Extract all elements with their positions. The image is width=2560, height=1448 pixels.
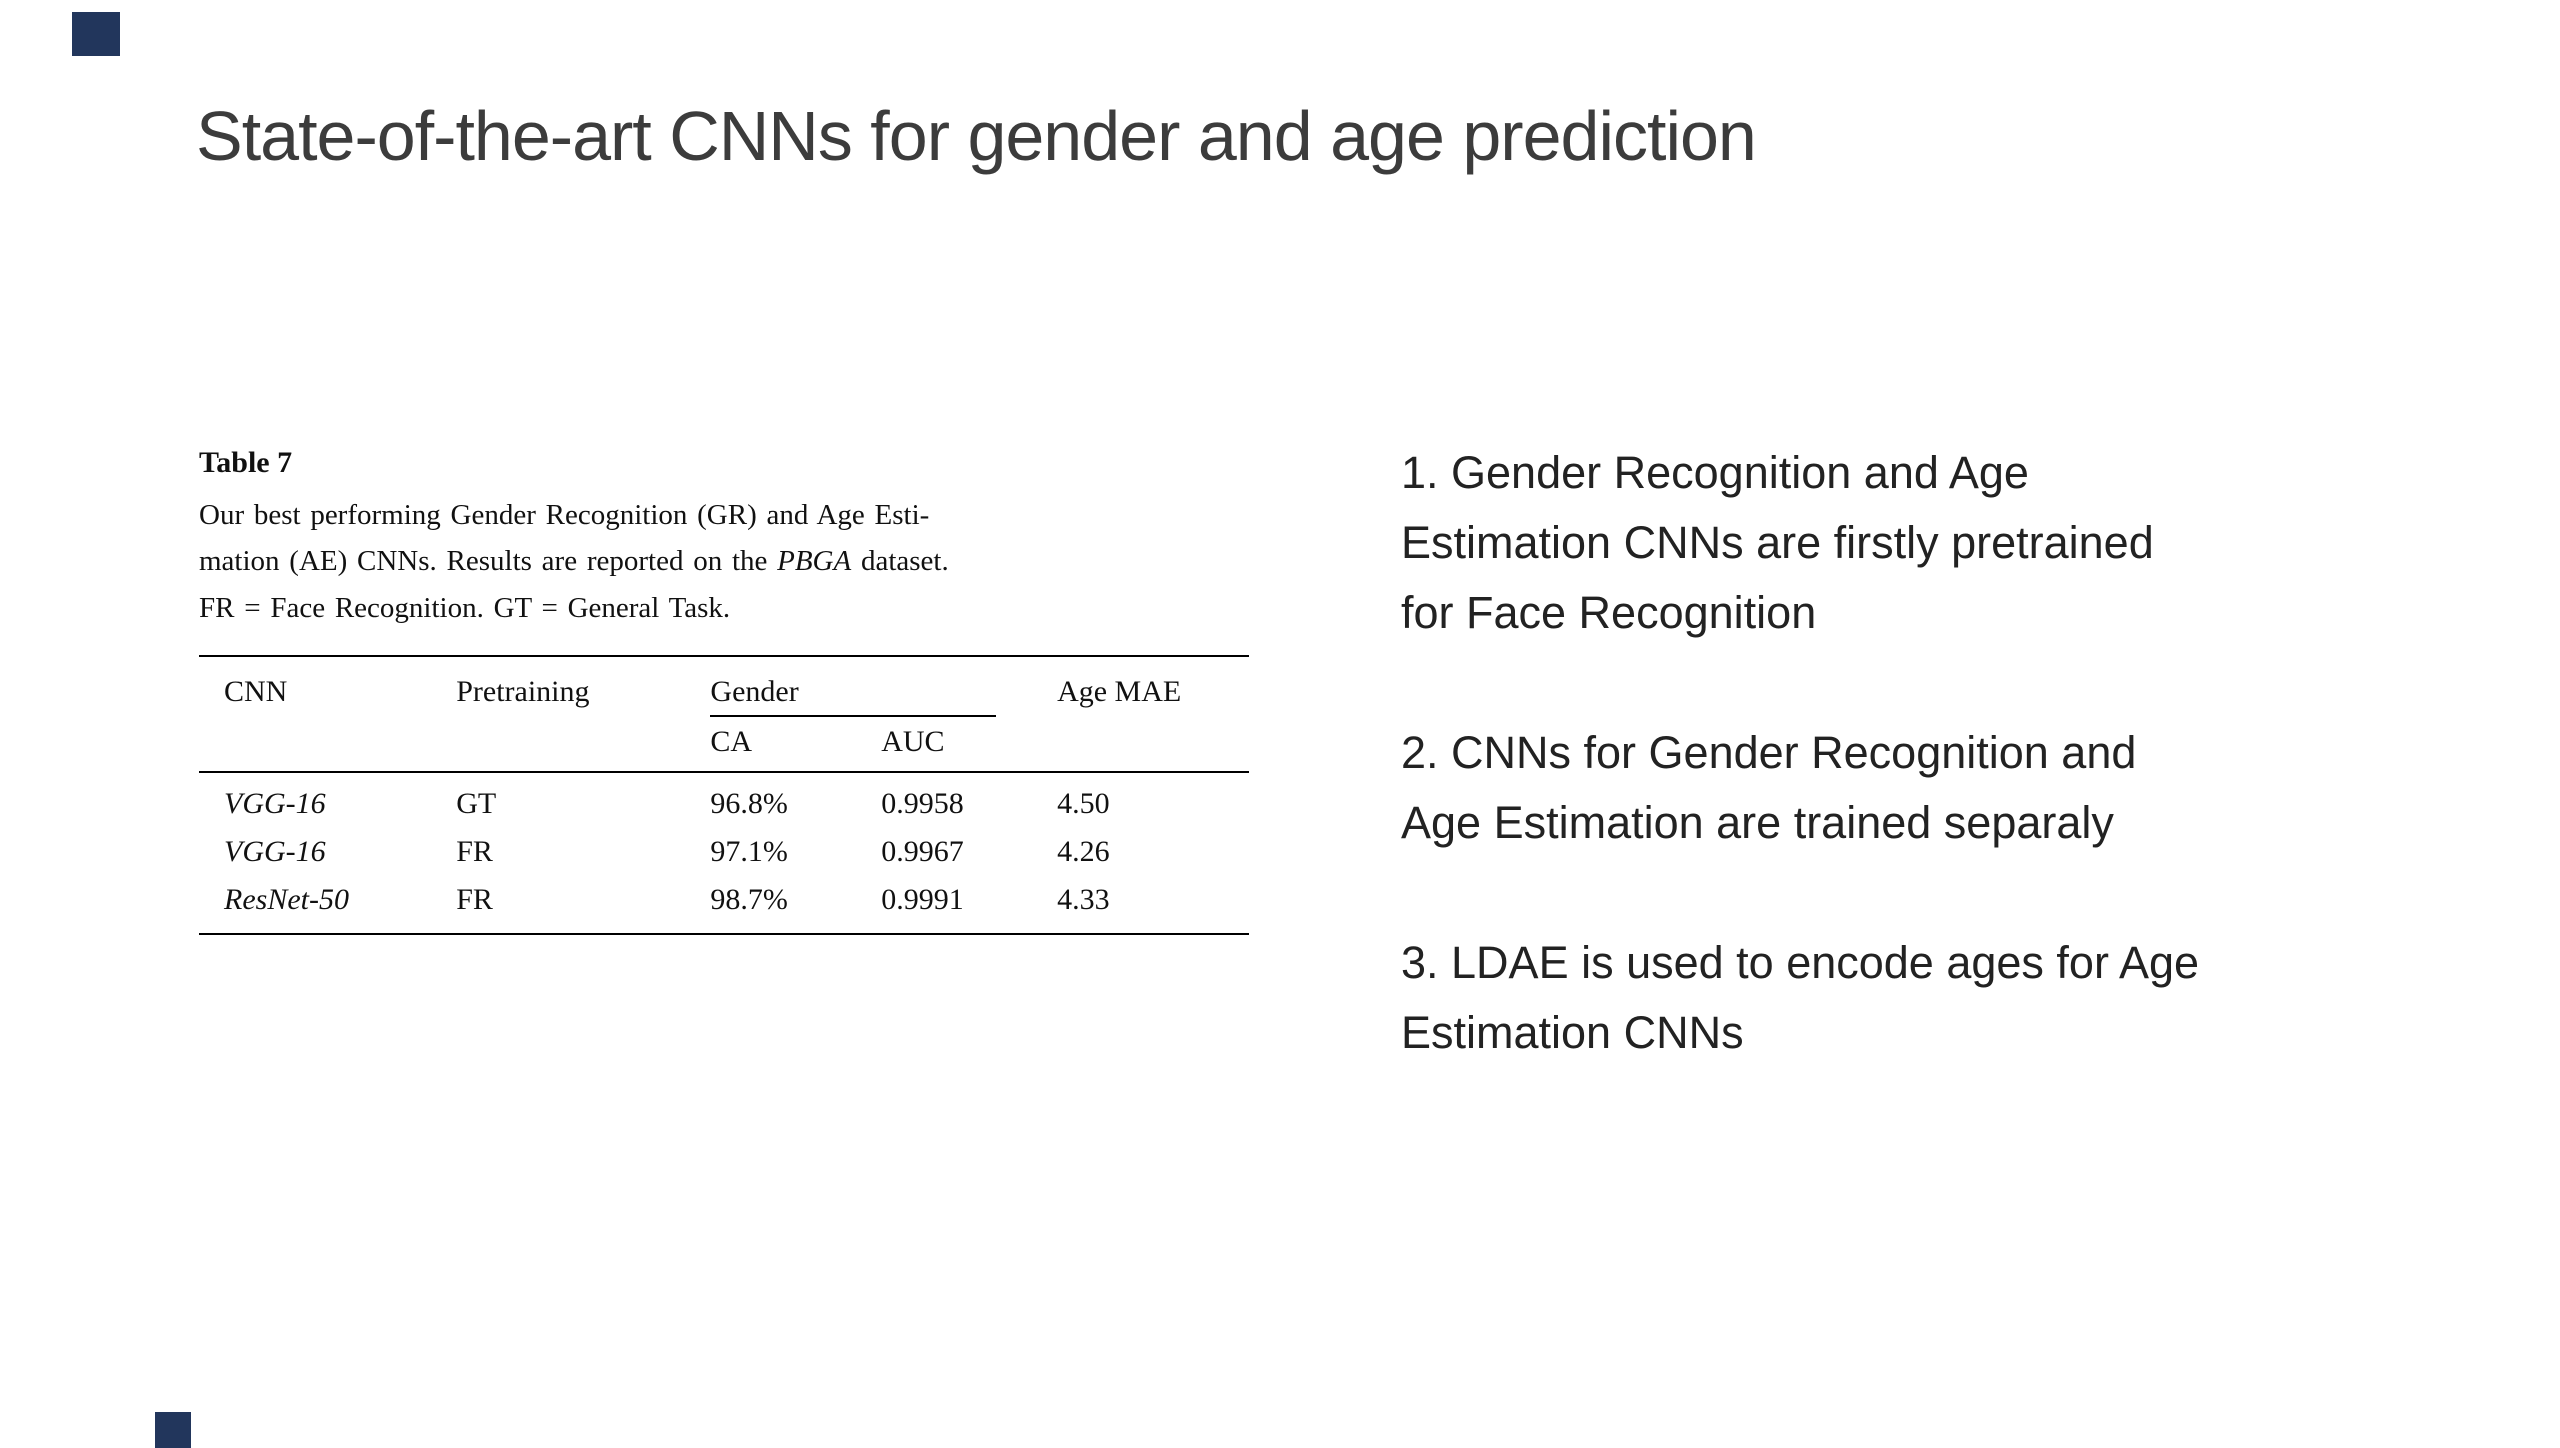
- subheader-empty-cnn: [199, 717, 457, 774]
- cell-auc: 0.9967: [881, 835, 964, 869]
- col-header-gender: Gender: [710, 656, 1057, 717]
- subheader-empty-age-mae: [1057, 717, 1249, 774]
- cell-cnn: ResNet-50: [224, 883, 349, 917]
- table-row: ResNet-50 FR 98.7% 0.9991 4.33: [199, 876, 1249, 934]
- subheader-empty-pretraining: [456, 717, 711, 774]
- caption-dataset-name: PBGA: [777, 545, 852, 578]
- cell-cnn: VGG-16: [224, 787, 326, 821]
- table-header-row: CNN Pretraining Gender Age MAE: [199, 656, 1249, 717]
- caption-text-1: Our best performing Gender Recognition (…: [199, 499, 930, 578]
- slide-title: State-of-the-art CNNs for gender and age…: [196, 97, 1757, 175]
- cell-age-mae: 4.26: [1057, 835, 1110, 869]
- col-header-cnn: CNN: [224, 675, 288, 709]
- col-subheader-ca: CA: [710, 717, 882, 774]
- cell-auc: 0.9991: [881, 883, 964, 917]
- table-row: VGG-16 GT 96.8% 0.9958 4.50: [199, 772, 1249, 828]
- table-subheader-row: CA AUC: [199, 717, 1249, 774]
- cell-auc: 0.9958: [881, 787, 964, 821]
- accent-square-bottom: [155, 1412, 191, 1448]
- caption-text-2: dataset. FR = Face Recognition. GT = Gen…: [199, 545, 949, 624]
- cell-age-mae: 4.50: [1057, 787, 1110, 821]
- accent-square-top: [72, 12, 120, 56]
- col-header-age-mae: Age MAE: [1057, 675, 1182, 709]
- results-table: CNN Pretraining Gender Age MAE CA AUC VG…: [199, 655, 1249, 936]
- table-label: Table 7: [199, 446, 293, 479]
- note-item-2: 2. CNNs for Gender Recognition and Age E…: [1401, 727, 2137, 848]
- table-caption: Our best performing Gender Recognition (…: [199, 492, 1249, 631]
- notes-list: 1. Gender Recognition and Age Estimation…: [1401, 438, 2461, 1068]
- cell-cnn: VGG-16: [224, 835, 326, 869]
- table-row: VGG-16 FR 97.1% 0.9967 4.26: [199, 828, 1249, 876]
- cell-ca: 97.1%: [710, 835, 788, 869]
- cell-pretraining: GT: [456, 787, 497, 821]
- cell-ca: 96.8%: [710, 787, 788, 821]
- cell-ca: 98.7%: [710, 883, 788, 917]
- paper-table-figure: Table 7 Our best performing Gender Recog…: [199, 446, 1249, 936]
- cell-pretraining: FR: [456, 835, 493, 869]
- col-header-pretraining: Pretraining: [456, 675, 590, 709]
- note-item-3: 3. LDAE is used to encode ages for Age E…: [1401, 937, 2200, 1058]
- cell-age-mae: 4.33: [1057, 883, 1110, 917]
- note-item-1: 1. Gender Recognition and Age Estimation…: [1401, 447, 2154, 638]
- col-subheader-auc: AUC: [881, 717, 1058, 774]
- cell-pretraining: FR: [456, 883, 493, 917]
